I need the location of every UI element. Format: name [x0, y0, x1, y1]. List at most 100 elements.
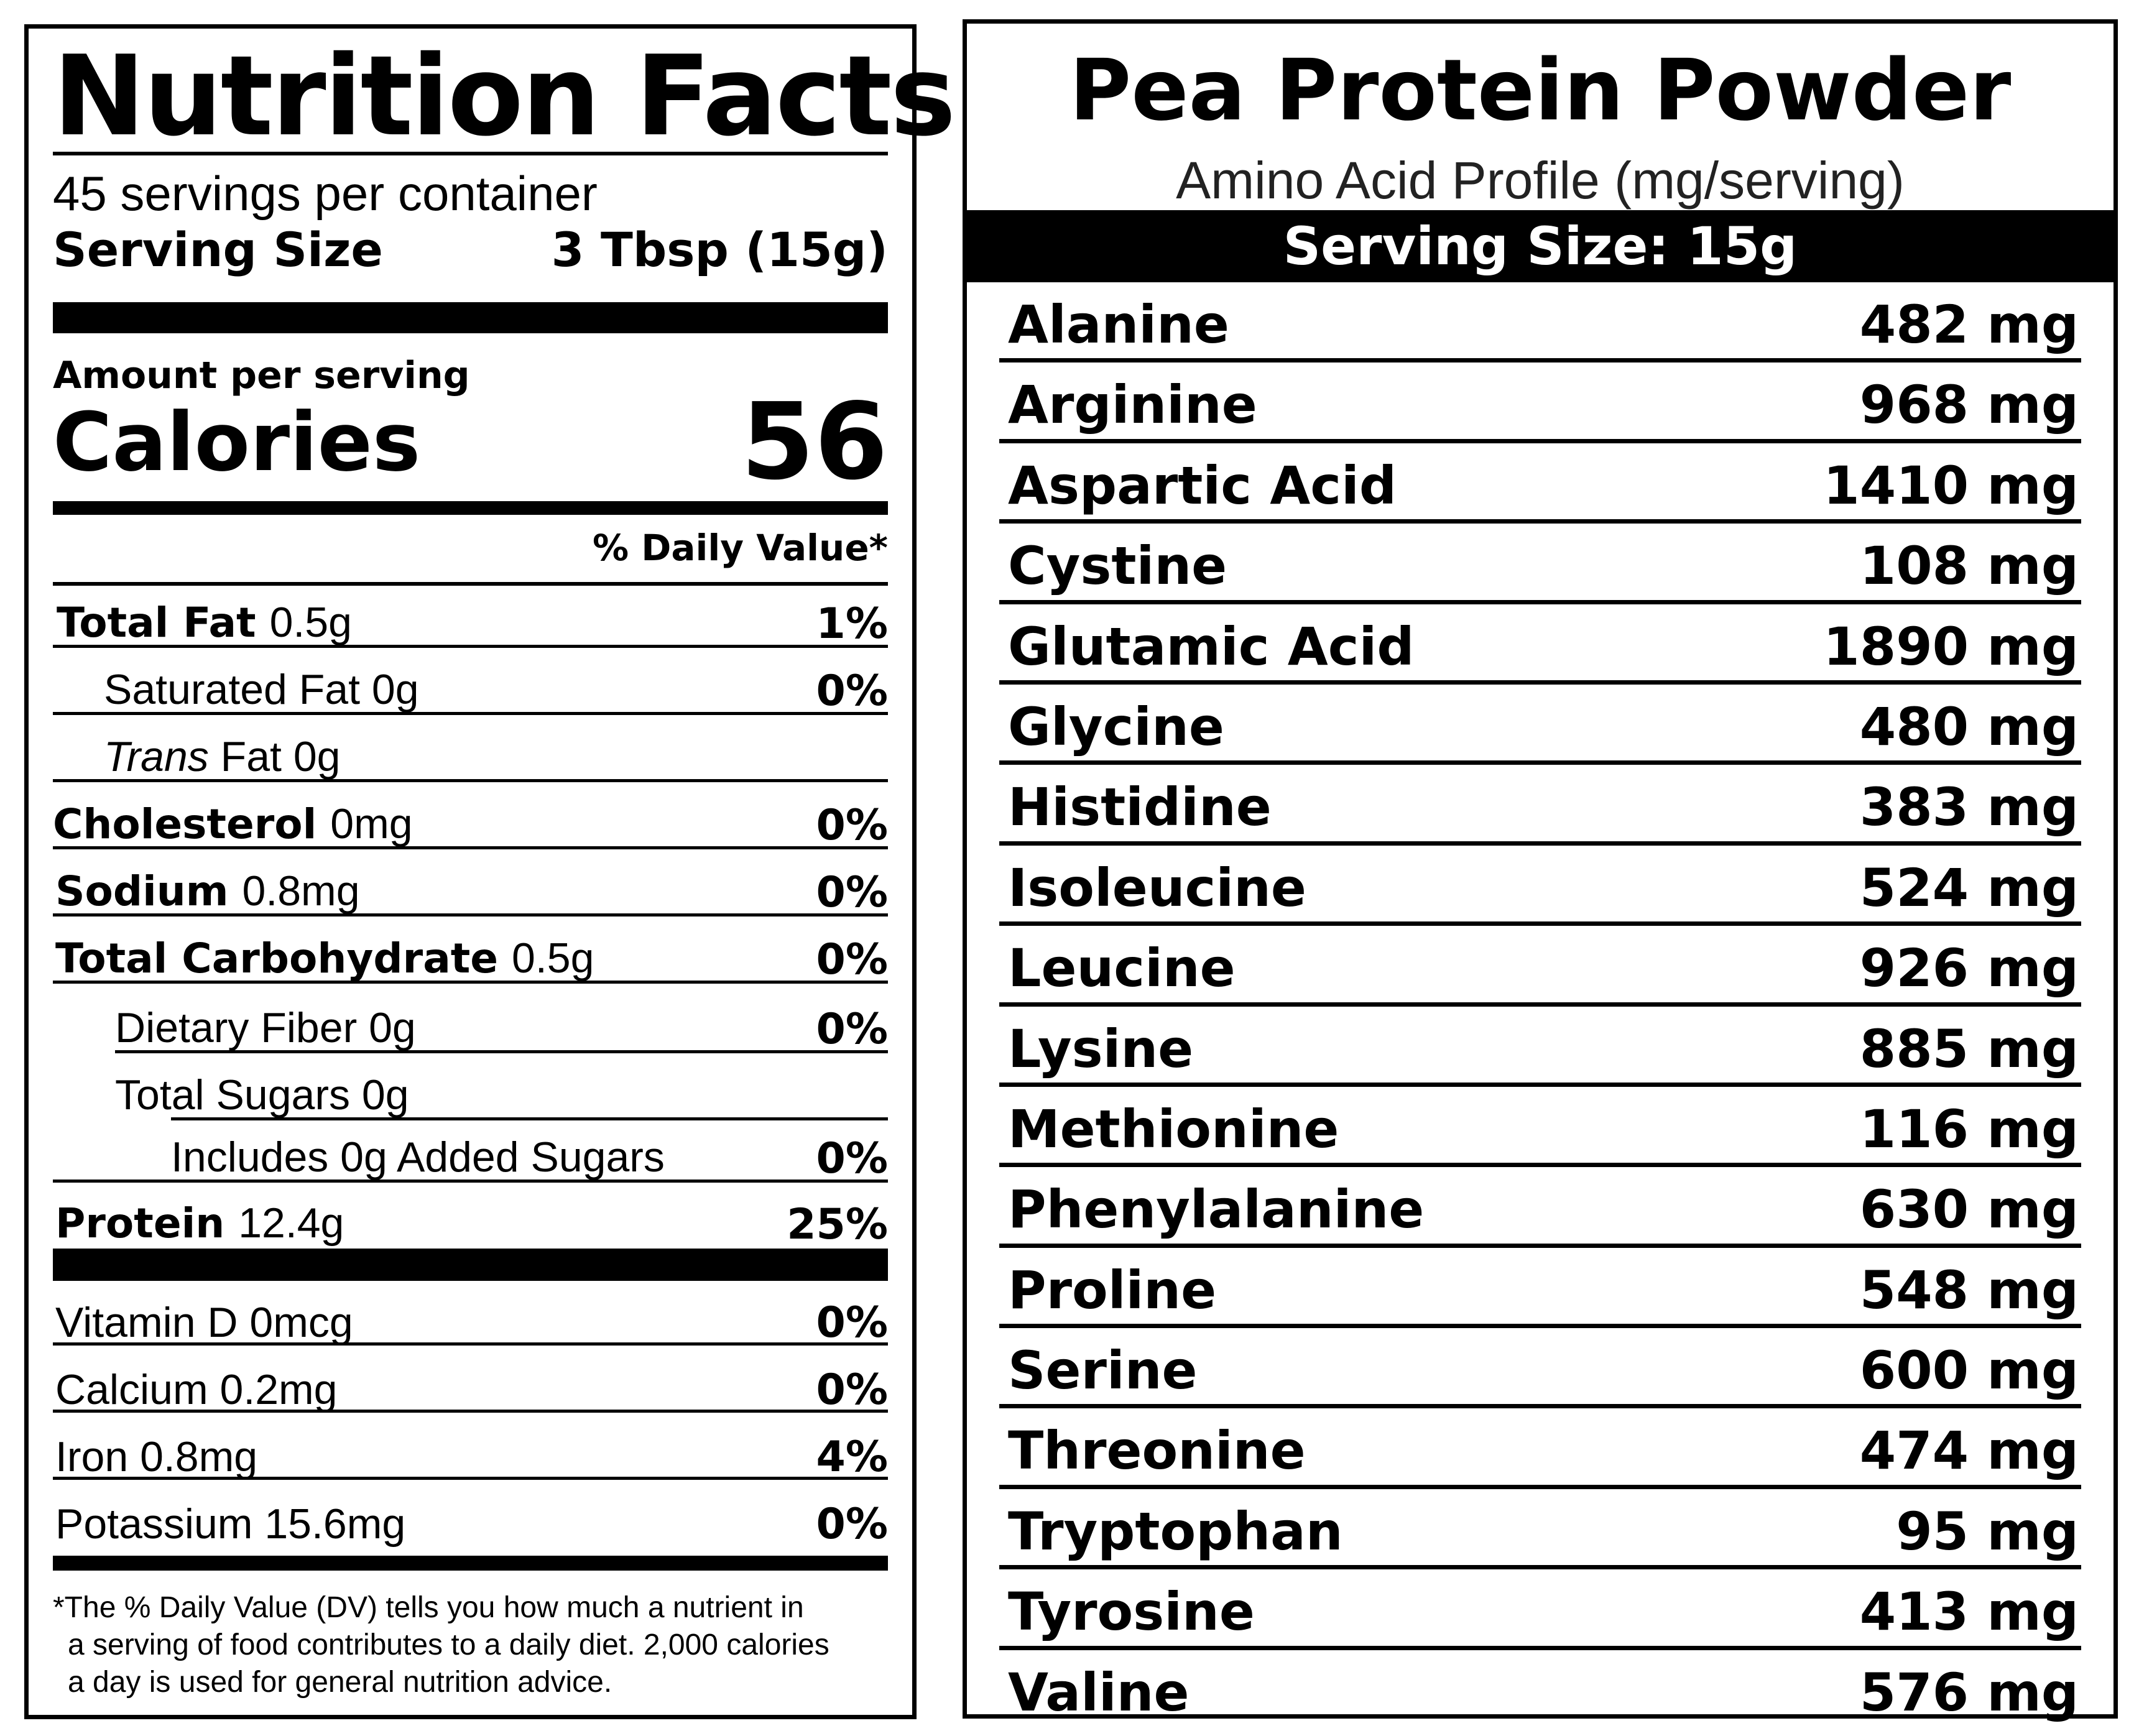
nutrient-row-total-carbohydrate: Total Carbohydrate 0.5g 0%	[53, 921, 888, 984]
footnote-rule	[53, 1556, 888, 1571]
amino-amount: 383 mg	[1859, 777, 2079, 838]
amino-row: Histidine 383 mg	[999, 765, 2081, 846]
amino-name: Proline	[1008, 1259, 1217, 1321]
nutrient-row-saturated-fat: Saturated Fat 0g 0%	[53, 653, 888, 716]
vitamin-row-potassium: Potassium 15.6mg 0%	[53, 1485, 888, 1549]
nutrient-row-sodium: Sodium 0.8mg 0%	[53, 854, 888, 917]
nutrient-dv: 0%	[816, 1134, 888, 1183]
amino-row: Glutamic Acid 1890 mg	[999, 604, 2081, 685]
amino-name: Threonine	[1008, 1420, 1306, 1482]
amino-amount: 1890 mg	[1823, 616, 2079, 677]
nutrient-label: Total Fat 0.5g	[57, 599, 352, 647]
amino-row: Isoleucine 524 mg	[999, 846, 2081, 926]
nutrition-facts-inner: Nutrition Facts 45 servings per containe…	[53, 29, 956, 1715]
amino-amount: 1410 mg	[1823, 455, 2079, 516]
daily-value-header: % Daily Value*	[592, 527, 888, 569]
nutrient-dv: 0%	[816, 868, 888, 917]
amino-amount: 116 mg	[1859, 1098, 2079, 1160]
amino-amount: 576 mg	[1859, 1661, 2079, 1723]
title-rule	[53, 152, 888, 155]
amino-amount: 480 mg	[1859, 696, 2079, 757]
calories-rule	[53, 501, 888, 515]
amino-name: Isoleucine	[1008, 857, 1306, 918]
nutrient-label: Dietary Fiber 0g	[115, 1004, 416, 1051]
product-title: Pea Protein Powder	[1069, 42, 2012, 140]
amino-row: Serine 600 mg	[999, 1328, 2081, 1409]
nutrient-row-total-sugars: Total Sugars 0g	[53, 1058, 888, 1120]
daily-value-footnote: *The % Daily Value (DV) tells you how mu…	[53, 1591, 829, 1699]
amino-row: Tyrosine 413 mg	[999, 1569, 2081, 1650]
vitamin-label: Vitamin D 0mcg	[55, 1299, 353, 1346]
serving-size-value: 3 Tbsp (15g)	[551, 222, 888, 277]
serving-size-band: Serving Size: 15g	[967, 210, 2114, 282]
nutrient-label: Saturated Fat 0g	[104, 666, 419, 713]
amino-amount: 600 mg	[1859, 1340, 2079, 1401]
amino-amount: 108 mg	[1859, 535, 2079, 597]
amino-row: Methionine 116 mg	[999, 1087, 2081, 1168]
amino-acid-list: Alanine 482 mg Arginine 968 mg Aspartic Ac…	[999, 282, 2081, 1730]
vitamin-dv: 0%	[816, 1298, 888, 1347]
vitamin-dv: 0%	[816, 1365, 888, 1415]
nutrient-row-added-sugars: Includes 0g Added Sugars 0%	[53, 1120, 888, 1183]
amino-row: Threonine 474 mg	[999, 1408, 2081, 1489]
vitamin-row-vitamin-d: Vitamin D 0mcg 0%	[53, 1283, 888, 1347]
amino-row: Proline 548 mg	[999, 1248, 2081, 1329]
amino-row: Cystine 108 mg	[999, 524, 2081, 604]
amino-row: Leucine 926 mg	[999, 926, 2081, 1007]
calories-value: 56	[741, 381, 888, 504]
nutrient-label: Cholesterol 0mg	[53, 800, 413, 848]
amino-name: Valine	[1008, 1661, 1190, 1723]
amino-name: Lysine	[1008, 1018, 1194, 1079]
vitamin-label: Calcium 0.2mg	[55, 1366, 338, 1413]
dv-rule	[53, 582, 888, 586]
vitamin-dv: 4%	[816, 1433, 888, 1482]
vitamin-row-iron: Iron 0.8mg 4%	[53, 1418, 888, 1482]
amino-amount: 95 mg	[1896, 1500, 2079, 1562]
amino-amount: 482 mg	[1859, 294, 2079, 355]
nutrient-dv: 0%	[816, 667, 888, 716]
nutrient-dv: 1%	[816, 599, 888, 649]
vitamin-label: Potassium 15.6mg	[55, 1500, 406, 1548]
amino-row: Glycine 480 mg	[999, 685, 2081, 765]
amino-name: Tryptophan	[1008, 1500, 1343, 1562]
nutrient-label: Total Sugars 0g	[115, 1071, 409, 1119]
amino-name: Serine	[1008, 1340, 1198, 1401]
vitamin-dv: 0%	[816, 1500, 888, 1549]
nutrient-dv: 0%	[816, 801, 888, 850]
nutrition-facts-title: Nutrition Facts	[53, 32, 956, 160]
amino-name: Aspartic Acid	[1008, 455, 1397, 516]
amino-name: Leucine	[1008, 938, 1236, 999]
vitamin-row-calcium: Calcium 0.2mg 0%	[53, 1350, 888, 1415]
amino-name: Cystine	[1008, 535, 1227, 597]
amino-amount: 413 mg	[1859, 1581, 2079, 1643]
amino-row: Phenylalanine 630 mg	[999, 1167, 2081, 1248]
calories-label: Calories	[53, 395, 421, 489]
nutrient-label: Total Carbohydrate 0.5g	[55, 935, 594, 982]
nutrient-row-trans-fat: Trans Fat 0g	[53, 720, 888, 782]
amino-name: Alanine	[1008, 294, 1229, 355]
amino-row: Lysine 885 mg	[999, 1007, 2081, 1087]
nutrient-label: Protein 12.4g	[55, 1199, 344, 1247]
amino-name: Arginine	[1008, 374, 1257, 436]
servings-per-container: 45 servings per container	[53, 166, 598, 221]
serving-size-label: Serving Size	[53, 222, 383, 277]
amino-row: Alanine 482 mg	[999, 282, 2081, 363]
amino-subtitle: Amino Acid Profile (mg/serving)	[1176, 151, 1905, 210]
nutrient-label: Includes 0g Added Sugars	[171, 1133, 665, 1181]
amino-amount: 885 mg	[1859, 1018, 2079, 1079]
amino-row: Aspartic Acid 1410 mg	[999, 443, 2081, 524]
amino-name: Glutamic Acid	[1008, 616, 1415, 677]
thick-rule-top	[53, 302, 888, 333]
amino-name: Glycine	[1008, 696, 1224, 757]
amino-amount: 968 mg	[1859, 374, 2079, 436]
amino-row: Valine 576 mg	[999, 1650, 2081, 1730]
amino-name: Histidine	[1008, 777, 1272, 838]
amino-acid-panel: Pea Protein Powder Amino Acid Profile (m…	[963, 19, 2118, 1719]
amino-name: Methionine	[1008, 1098, 1339, 1160]
nutrient-dv: 25%	[787, 1200, 888, 1249]
nutrient-row-total-fat: Total Fat 0.5g 1%	[53, 586, 888, 649]
amino-name: Phenylalanine	[1008, 1179, 1425, 1240]
amino-amount: 474 mg	[1859, 1420, 2079, 1482]
nutrient-row-dietary-fiber: Dietary Fiber 0g 0%	[53, 991, 888, 1054]
amino-row: Tryptophan 95 mg	[999, 1489, 2081, 1570]
